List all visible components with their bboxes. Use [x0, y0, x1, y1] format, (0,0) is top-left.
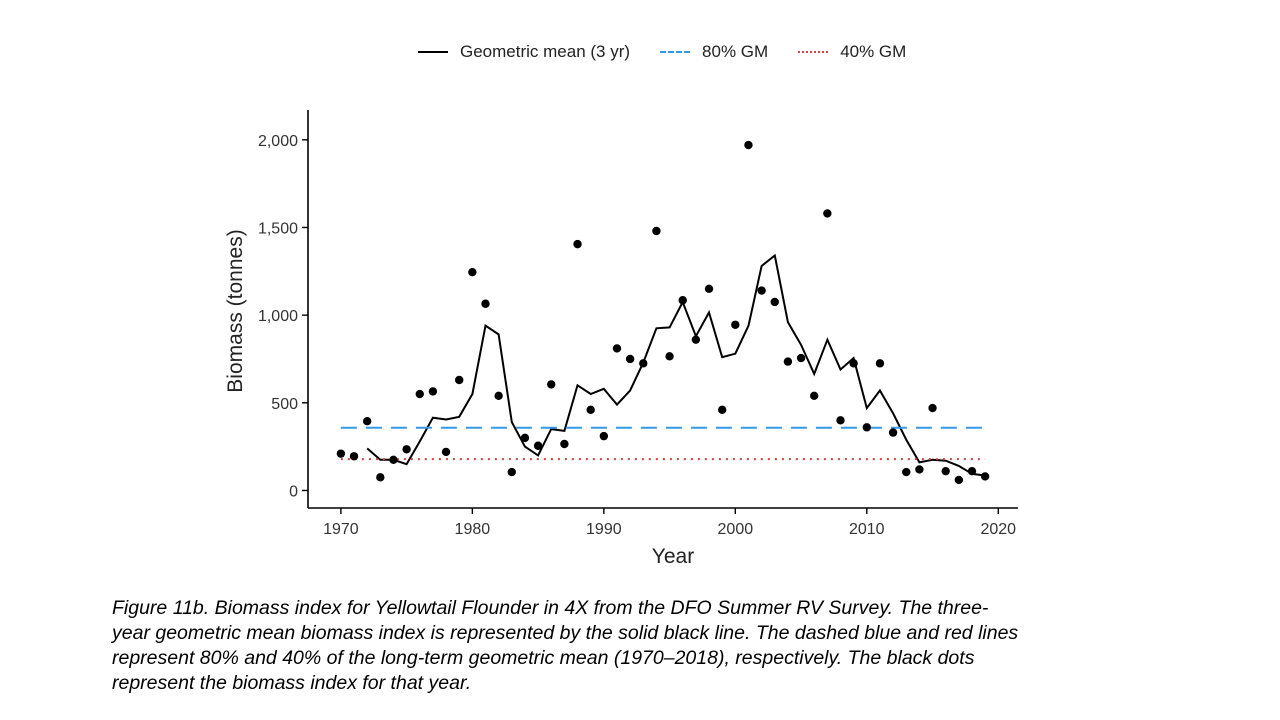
biomass-point [980, 472, 990, 481]
biomass-point [389, 455, 398, 464]
biomass-point [875, 359, 885, 368]
biomass-point [415, 389, 424, 399]
y-tick-label: 1,500 [258, 220, 298, 237]
biomass-point [481, 299, 490, 308]
caption-line: represent the biomass index for that yea… [112, 672, 472, 694]
biomass-point [967, 466, 977, 476]
biomass-point [573, 239, 582, 249]
biomass-point [941, 466, 950, 476]
x-tick-label: 1990 [586, 521, 622, 538]
caption-line: year geometric mean biomass index is rep… [112, 622, 1019, 644]
biomass-point [428, 387, 438, 396]
biomass-point [468, 267, 477, 277]
x-tick-label: 2020 [980, 521, 1016, 538]
biomass-point [823, 209, 832, 218]
biomass-point [836, 416, 845, 425]
x-axis-title: Year [652, 545, 694, 568]
x-tick-label: 1970 [323, 521, 359, 538]
y-tick-label: 1,000 [258, 308, 298, 325]
biomass-point [678, 296, 687, 305]
biomass-point [902, 467, 911, 477]
biomass-point [652, 226, 661, 236]
biomass-point [402, 445, 411, 454]
y-tick-label: 2,000 [258, 133, 298, 150]
biomass-point [770, 297, 779, 307]
legend-label-80-gm: 80% GM [702, 42, 769, 61]
biomass-point [862, 423, 871, 432]
biomass-point [783, 357, 793, 366]
x-tick-label: 2010 [849, 521, 885, 538]
biomass-point [849, 359, 858, 368]
biomass-point [639, 359, 648, 368]
legend-label-geometric-mean: Geometric mean (3 yr) [460, 42, 631, 61]
biomass-point [704, 284, 714, 294]
biomass-point [717, 405, 727, 415]
biomass-point [810, 391, 819, 400]
biomass-point [599, 431, 609, 441]
biomass-chart: 1970 1980 1990 2000 2010 2020 0 500 1,000 1,500 2,… [224, 110, 1018, 568]
legend-key-dashed-line [660, 51, 691, 53]
biomass-point [796, 353, 806, 363]
legend-item-40-gm: 40% GM [798, 42, 906, 62]
biomass-point [362, 417, 372, 426]
caption-line: Figure 11b. Biomass index for Yellowtail… [112, 597, 989, 619]
biomass-point [625, 354, 635, 364]
biomass-point [915, 465, 924, 474]
legend-item-geometric-mean: Geometric mean (3 yr) [418, 42, 630, 62]
biomass-point [507, 467, 516, 477]
biomass-point [547, 380, 556, 389]
chart-legend: Geometric mean (3 yr) 80% GM 40% GM [418, 42, 906, 62]
biomass-point [494, 391, 503, 400]
biomass-point [665, 352, 674, 361]
biomass-point [928, 403, 937, 413]
geometric-mean-line [366, 253, 986, 477]
biomass-point [376, 473, 385, 482]
x-tick-label: 1980 [455, 521, 491, 538]
figure-caption: Figure 11b. Biomass index for Yellowtail… [112, 596, 1142, 696]
biomass-point [757, 286, 766, 295]
y-axis-title: Biomass (tonnes) [224, 229, 247, 392]
legend-key-dotted-line [798, 51, 829, 53]
legend-key-solid-line [418, 51, 448, 53]
biomass-point [731, 320, 740, 329]
biomass-point [612, 344, 622, 353]
x-tick-label: 2000 [718, 521, 754, 538]
biomass-point [441, 447, 451, 457]
biomass-point [560, 439, 569, 449]
biomass-point [349, 452, 359, 461]
y-tick-label: 0 [289, 483, 298, 500]
caption-line: represent 80% and 40% of the long-term g… [112, 647, 975, 669]
biomass-point [888, 428, 898, 437]
biomass-point [586, 405, 595, 415]
legend-label-40-gm: 40% GM [840, 42, 907, 61]
y-tick-label: 500 [271, 396, 298, 413]
biomass-point [533, 441, 543, 450]
biomass-point [520, 433, 530, 443]
biomass-point [744, 140, 753, 150]
biomass-point [691, 335, 701, 344]
biomass-point [455, 375, 464, 385]
biomass-point [336, 449, 346, 458]
legend-item-80-gm: 80% GM [660, 42, 768, 62]
biomass-point [954, 475, 964, 485]
